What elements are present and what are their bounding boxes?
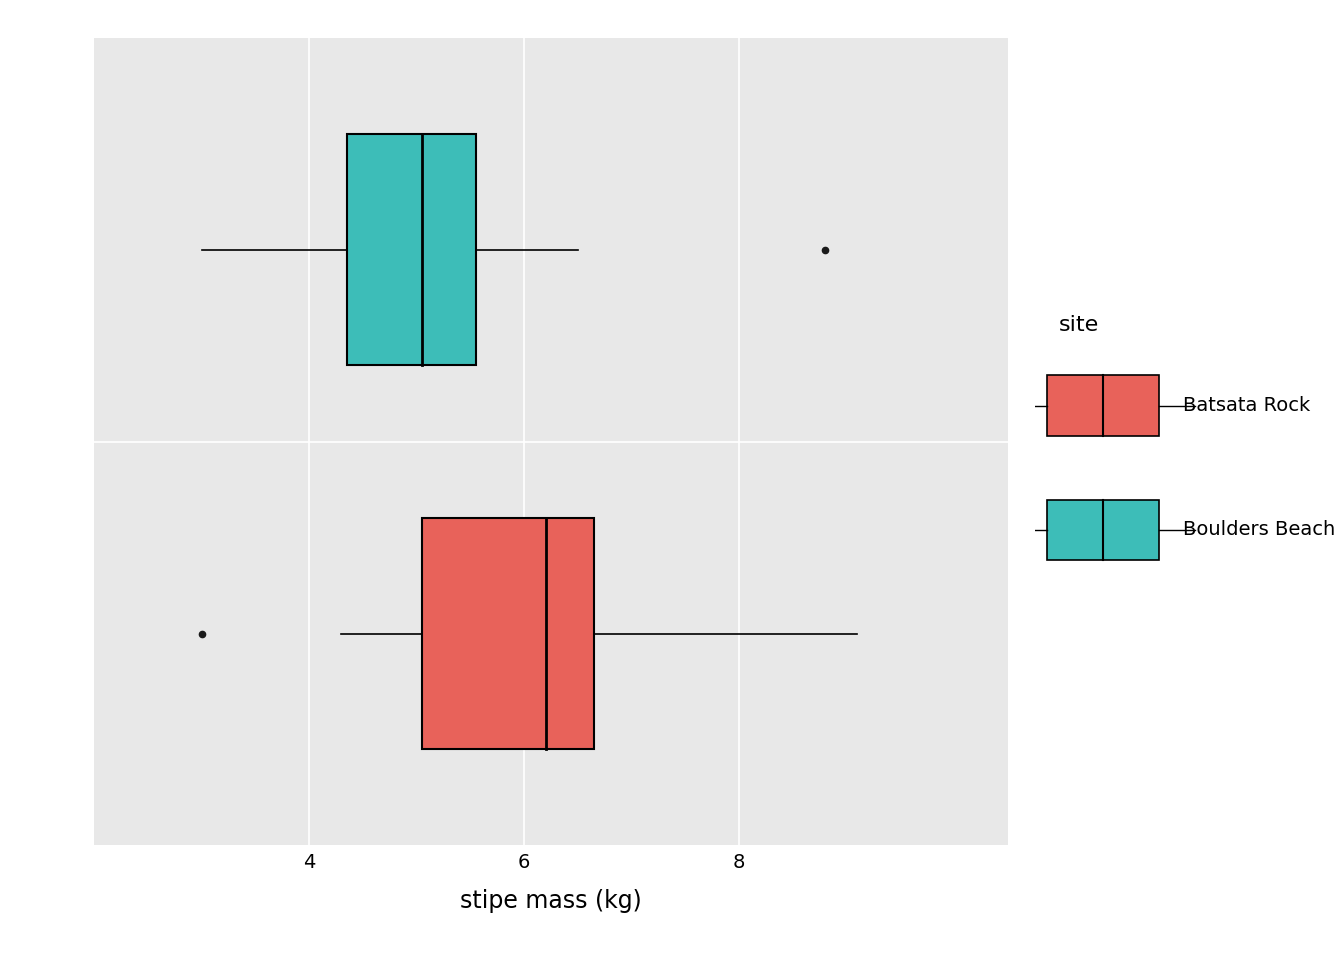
FancyBboxPatch shape (1047, 499, 1159, 560)
Bar (347, 134, 476, 365)
Text: Boulders Beach: Boulders Beach (1183, 520, 1335, 540)
Text: site: site (1059, 315, 1099, 335)
X-axis label: stipe mass (kg): stipe mass (kg) (460, 889, 642, 913)
Bar (422, 518, 594, 749)
Text: Batsata Rock: Batsata Rock (1183, 396, 1310, 415)
FancyBboxPatch shape (1047, 375, 1159, 436)
